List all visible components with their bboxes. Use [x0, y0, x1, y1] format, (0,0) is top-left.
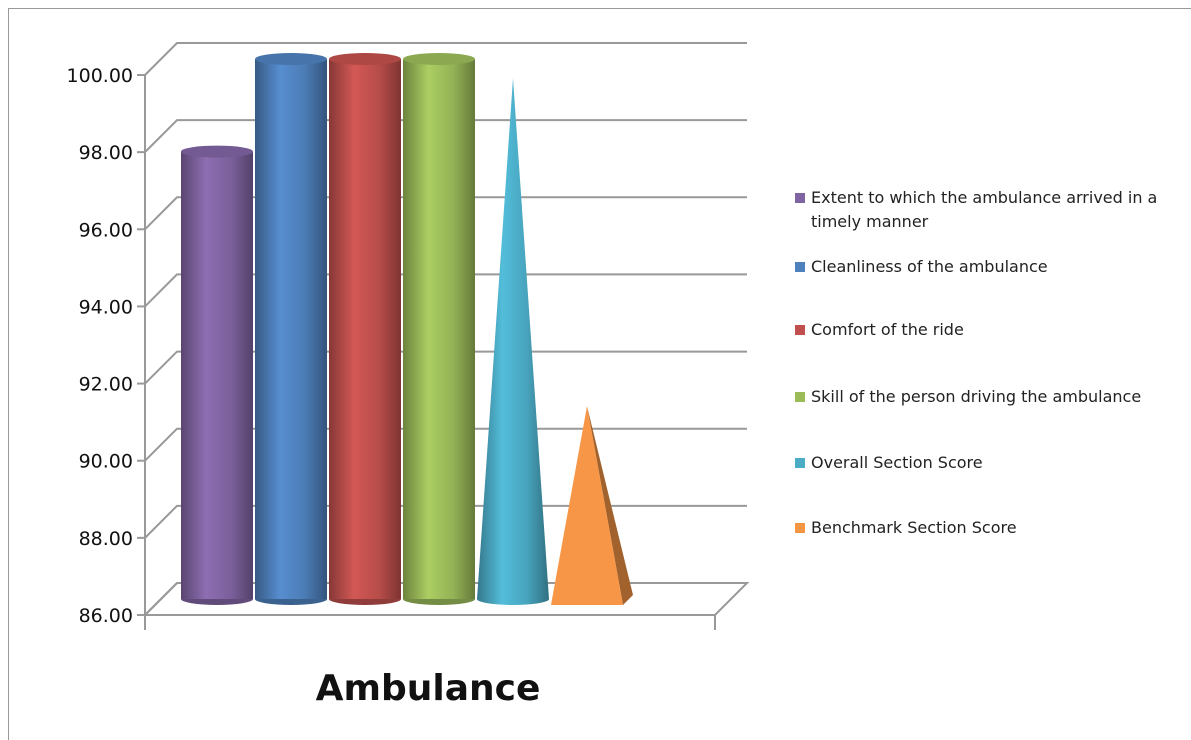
bar-body — [255, 59, 327, 599]
legend-label: Skill of the person driving the ambulanc… — [811, 387, 1142, 406]
legend-item: Overall Section Score — [795, 451, 1180, 475]
bar — [181, 145, 253, 605]
y-tick-label: 96.00 — [79, 219, 133, 241]
y-tick-label: 88.00 — [79, 528, 133, 550]
bar-top — [329, 53, 401, 65]
legend-item: Benchmark Section Score — [795, 516, 1180, 540]
legend-swatch — [795, 262, 805, 272]
y-tick-label: 86.00 — [79, 605, 133, 627]
y-tick-label: 92.00 — [79, 374, 133, 396]
legend-swatch — [795, 325, 805, 335]
legend-swatch — [795, 193, 805, 203]
legend-item: Skill of the person driving the ambulanc… — [795, 385, 1180, 409]
y-tick-label: 94.00 — [79, 296, 133, 318]
legend-label: Cleanliness of the ambulance — [811, 257, 1048, 276]
bar — [255, 53, 327, 605]
legend-item: Cleanliness of the ambulance — [795, 255, 1180, 279]
bar-top — [181, 145, 253, 158]
grid-line — [144, 42, 747, 76]
legend-item: Extent to which the ambulance arrived in… — [795, 186, 1180, 234]
legend-label: Comfort of the ride — [811, 320, 964, 339]
legend-swatch — [795, 392, 805, 402]
bar-body — [181, 151, 253, 600]
chart-frame — [8, 8, 1191, 740]
pyramid-front — [551, 406, 623, 605]
bar-top — [255, 53, 327, 65]
grid-line — [144, 427, 747, 462]
cone-body — [477, 78, 549, 606]
bar-body — [329, 59, 401, 599]
grid-line — [144, 196, 747, 230]
grid-line — [144, 504, 747, 539]
bar — [403, 53, 475, 605]
bar — [329, 53, 401, 605]
legend-label: Benchmark Section Score — [811, 518, 1017, 537]
y-tick-label: 100.00 — [67, 65, 133, 87]
y-tick-label: 90.00 — [79, 451, 133, 473]
x-category-label: Ambulance — [316, 668, 541, 709]
bar-body — [403, 59, 475, 599]
grid-line — [144, 119, 747, 153]
legend-label: Extent to which the ambulance arrived in… — [811, 188, 1158, 231]
legend-item: Comfort of the ride — [795, 318, 1180, 342]
bar-top — [403, 53, 475, 65]
legend-swatch — [795, 523, 805, 533]
bar — [477, 78, 549, 606]
legend-label: Overall Section Score — [811, 453, 983, 472]
y-tick-label: 98.00 — [79, 142, 133, 164]
pyramid-side — [587, 406, 633, 605]
bar — [551, 406, 633, 605]
grid-line — [144, 273, 747, 308]
legend-swatch — [795, 458, 805, 468]
grid-line — [144, 350, 747, 385]
